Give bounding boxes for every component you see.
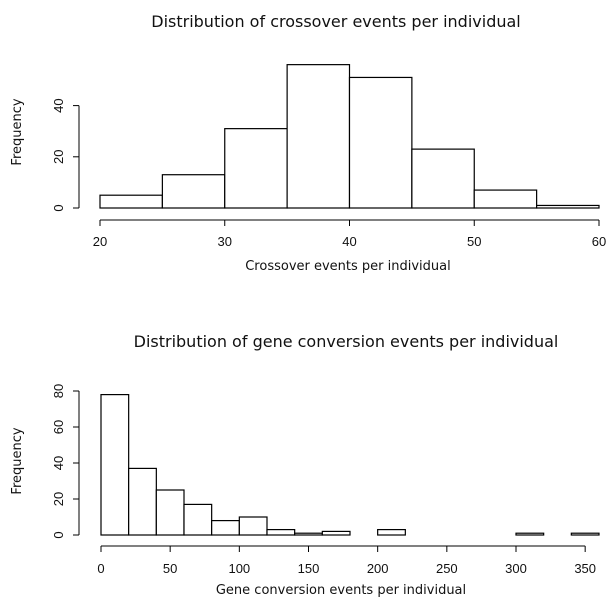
y-tick-label: 0	[51, 204, 66, 211]
x-tick-label: 0	[97, 561, 104, 576]
x-axis-label: Crossover events per individual	[245, 259, 451, 274]
y-tick-label: 80	[51, 384, 66, 398]
y-tick-label: 60	[51, 420, 66, 434]
histogram-bar	[128, 467, 157, 536]
chart-title: Distribution of crossover events per ind…	[151, 12, 521, 31]
x-tick-label: 350	[574, 561, 596, 576]
histogram-bar	[348, 76, 413, 209]
y-tick-label: 0	[51, 531, 66, 538]
chart-gene-conversion: Distribution of gene conversion events p…	[10, 332, 600, 598]
histogram-bar	[155, 489, 185, 536]
x-tick-label: 250	[436, 561, 458, 576]
histogram-bars	[100, 394, 600, 536]
y-tick-label: 40	[51, 456, 66, 470]
histogram-bar	[411, 148, 475, 209]
x-axis-label: Gene conversion events per individual	[216, 583, 466, 598]
x-tick-label: 40	[342, 234, 356, 249]
histogram-bar	[377, 528, 406, 536]
x-tick-label: 200	[367, 561, 389, 576]
chart-title: Distribution of gene conversion events p…	[134, 332, 559, 351]
histogram-bar	[286, 64, 351, 209]
histogram-bar	[570, 532, 600, 536]
histogram-bar	[211, 519, 240, 536]
histogram-bar	[294, 532, 323, 536]
x-tick-label: 50	[163, 561, 177, 576]
y-tick-label: 40	[51, 98, 66, 112]
chart-crossover: Distribution of crossover events per ind…	[10, 12, 606, 274]
histogram-bar	[266, 528, 296, 536]
histogram-bar	[183, 503, 213, 536]
histogram-bar	[161, 174, 226, 209]
histogram-bar	[473, 189, 538, 209]
histogram-bars	[99, 64, 600, 209]
histogram-bar	[238, 516, 268, 536]
x-tick-label: 20	[93, 234, 107, 249]
x-tick-label: 60	[592, 234, 606, 249]
y-tick-label: 20	[51, 492, 66, 506]
x-tick-label: 300	[505, 561, 527, 576]
histogram-bar	[224, 128, 288, 209]
histogram-bar	[536, 204, 600, 209]
y-axis-label: Frequency	[10, 427, 25, 494]
histogram-bar	[321, 530, 351, 536]
histogram-bar	[515, 532, 545, 536]
x-tick-label: 50	[467, 234, 481, 249]
histogram-bar	[100, 394, 130, 536]
x-tick-label: 150	[298, 561, 320, 576]
x-tick-label: 30	[218, 234, 232, 249]
x-axis: 0 50 100 150 200 250 300 350	[97, 545, 596, 576]
y-tick-label: 20	[51, 150, 66, 164]
x-tick-label: 100	[228, 561, 250, 576]
y-axis: 0 20 40	[51, 98, 80, 212]
y-axis: 0 20 40 60 80	[51, 384, 80, 539]
x-axis: 20 30 40 50 60	[93, 219, 606, 249]
y-axis-label: Frequency	[10, 98, 25, 165]
histogram-bar	[99, 194, 163, 209]
